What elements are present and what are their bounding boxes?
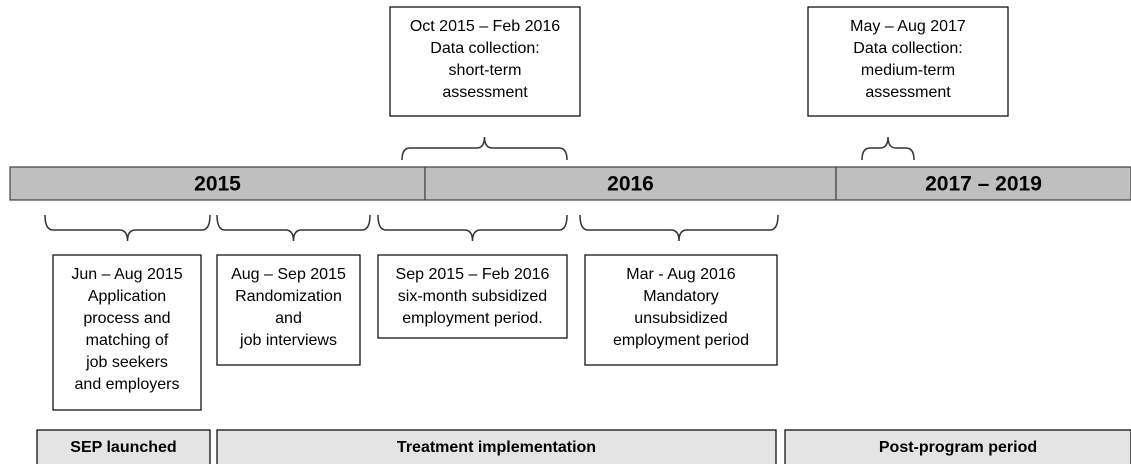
box-line: process and <box>83 310 170 327</box>
box-line: job seekers <box>85 354 168 371</box>
text-box <box>807 6 1009 117</box>
box-line: unsubsidized <box>634 310 727 327</box>
phase-label: SEP launched <box>70 439 176 456</box>
box-line: Data collection: <box>430 40 539 57</box>
box-line: Mar - Aug 2016 <box>626 266 736 283</box>
timeline-year: 2017 – 2019 <box>925 173 1042 196</box>
box-line: matching of <box>86 332 169 349</box>
box-line: Mandatory <box>643 288 719 305</box>
phase-label: Treatment implementation <box>397 439 596 456</box>
box-line: six-month subsidized <box>398 288 547 305</box>
timeline-year: 2016 <box>607 173 654 196</box>
brace <box>377 214 568 242</box>
box-line: Aug – Sep 2015 <box>231 266 346 283</box>
box-line: Oct 2015 – Feb 2016 <box>410 18 560 35</box>
box-line: and employers <box>75 376 180 393</box>
box-line: job interviews <box>239 332 337 349</box>
box-line: Application <box>88 288 166 305</box>
timeline-segment <box>9 166 426 201</box>
timeline-segment <box>835 166 1131 201</box>
box-line: Sep 2015 – Feb 2016 <box>396 266 550 283</box>
text-box <box>216 254 361 366</box>
box-line: Jun – Aug 2015 <box>71 266 182 283</box>
box-line: May – Aug 2017 <box>850 18 966 35</box>
box-line: Data collection: <box>853 40 962 57</box>
phase-box <box>36 429 211 464</box>
box-line: employment period <box>613 332 749 349</box>
box-line: assessment <box>442 84 528 101</box>
phase-label: Post-program period <box>879 439 1037 456</box>
brace <box>861 136 915 161</box>
box-line: medium-term <box>861 62 955 79</box>
text-box <box>377 254 568 339</box>
brace <box>44 214 211 242</box>
box-line: assessment <box>865 84 951 101</box>
timeline-year: 2015 <box>194 173 241 196</box>
phase-box <box>216 429 777 464</box>
box-line: short-term <box>449 62 522 79</box>
phase-box <box>784 429 1131 464</box>
brace <box>216 214 371 242</box>
text-box <box>389 6 581 117</box>
brace <box>401 136 568 161</box>
box-line: employment period. <box>402 310 543 327</box>
box-line: Randomization <box>235 288 342 305</box>
brace <box>579 214 779 242</box>
box-line: and <box>275 310 302 327</box>
text-box <box>584 254 778 366</box>
text-box <box>52 254 202 411</box>
